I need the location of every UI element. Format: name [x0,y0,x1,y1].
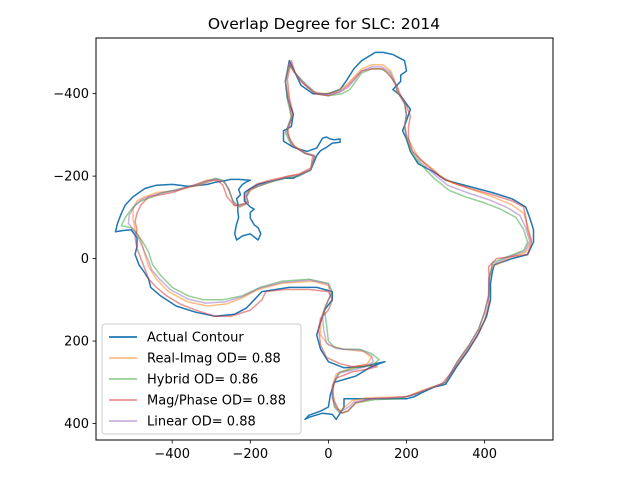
axes-frame [95,37,554,441]
legend-box [101,323,302,435]
series-line-4 [127,61,531,413]
legend-label: Actual Contour [147,331,244,346]
y-tick-label: 400 [64,417,89,432]
x-tick-label: −200 [232,447,268,462]
legend: Actual Contour Real-Imag OD= 0.88 Hybrid O… [101,323,302,435]
legend-label: Mag/Phase OD= 0.88 [147,394,286,409]
x-tick-label: 200 [394,447,419,462]
legend-label: Real-Imag OD= 0.88 [147,352,281,367]
legend-items: Actual Contour Real-Imag OD= 0.88 Hybrid O… [109,331,286,430]
x-tick-label: 400 [472,447,497,462]
y-tick-label: −400 [53,87,89,102]
y-tick-label: 0 [81,252,89,267]
y-axis: −400 −200 0 200 400 [53,87,96,432]
legend-label: Linear OD= 0.88 [147,415,256,430]
y-tick-label: 200 [64,335,89,350]
chart-title: Overlap Degree for SLC: 2014 [208,15,440,33]
legend-label: Hybrid OD= 0.86 [147,373,258,388]
x-tick-label: 0 [324,447,332,462]
series-line-3 [134,59,533,414]
x-tick-label: −400 [154,447,190,462]
y-tick-label: −200 [53,170,89,185]
x-axis: −400 −200 0 200 400 [154,440,497,462]
series-layer [114,51,535,421]
